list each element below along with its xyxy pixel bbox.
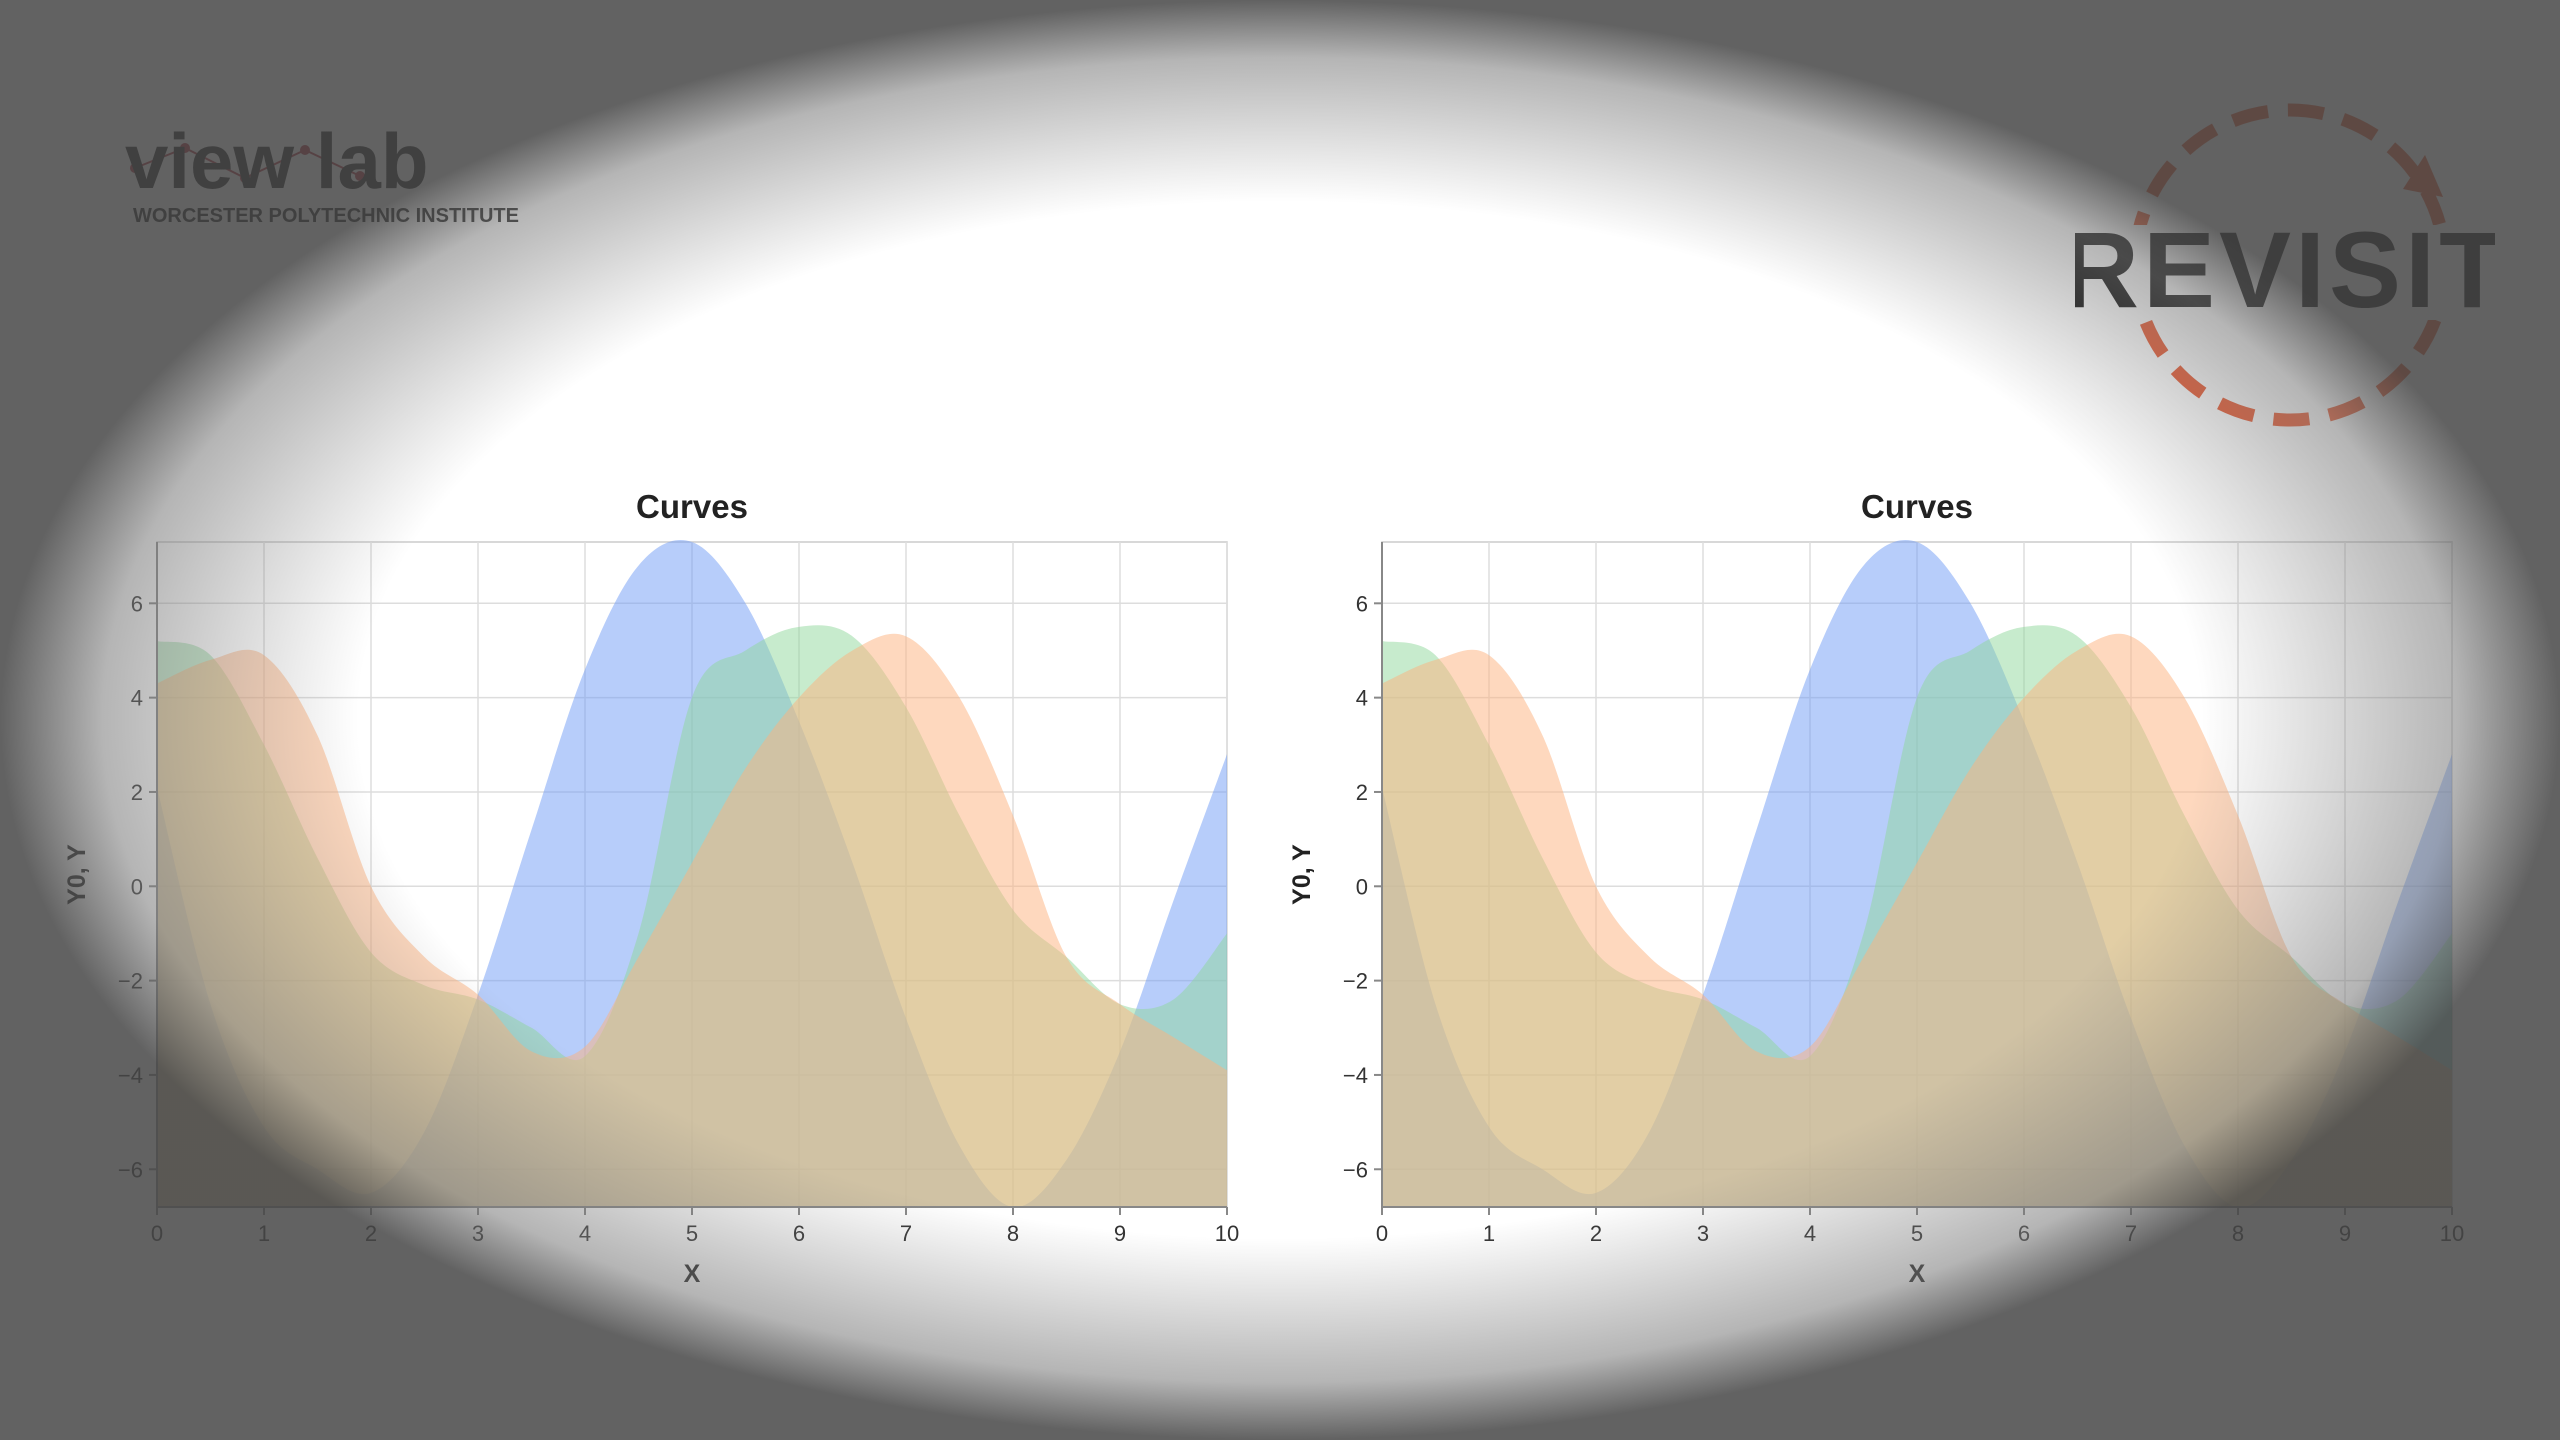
x-tick-label: 6 <box>2018 1221 2030 1246</box>
x-tick-label: 1 <box>1483 1221 1495 1246</box>
curves-chart-left-svg: Curves 0 1 2 3 4 5 6 7 8 9 10 −6 −4 −2 0 2 4 6 X Y0, Y <box>63 488 1239 1288</box>
view-lab-logo-subtitle: WORCESTER POLYTECHNIC INSTITUTE <box>133 205 519 227</box>
y-tick-label: 2 <box>131 780 143 805</box>
x-tick-label: 3 <box>472 1221 484 1246</box>
x-axis-title: X <box>1909 1260 1926 1288</box>
x-tick-label: 8 <box>2232 1221 2244 1246</box>
y-tick-label: −4 <box>118 1063 143 1088</box>
x-axis-title: X <box>684 1260 701 1288</box>
y-axis-title: Y0, Y <box>63 844 91 905</box>
x-tick-label: 10 <box>1215 1221 1239 1246</box>
view-lab-logo: view lab WORCESTER POLYTECHNIC INSTITUTE <box>125 118 545 238</box>
x-tick-label: 9 <box>2339 1221 2351 1246</box>
y-tick-label: 4 <box>1356 686 1368 711</box>
x-tick-label: 9 <box>1114 1221 1126 1246</box>
y-tick-label: −6 <box>118 1157 143 1182</box>
x-tick-label: 7 <box>900 1221 912 1246</box>
y-tick-label: −4 <box>1343 1063 1368 1088</box>
x-tick-label: 2 <box>365 1221 377 1246</box>
x-tick-label: 1 <box>258 1221 270 1246</box>
curves-chart-right-svg: Curves 0 1 2 3 4 5 6 7 8 9 10 −6 −4 −2 0 2 4 6 X Y0, Y <box>1288 488 2464 1288</box>
x-tick-label: 4 <box>579 1221 591 1246</box>
chart-title: Curves <box>1861 488 1973 525</box>
curves-chart-left: Curves 0 1 2 3 4 5 6 7 8 9 10 −6 −4 −2 0 2 4 6 X Y0, Y <box>60 470 1240 1320</box>
x-tick-label: 5 <box>1911 1221 1923 1246</box>
view-lab-logo-text: view lab <box>125 118 428 205</box>
x-tick-label: 0 <box>151 1221 163 1246</box>
x-tick-label: 0 <box>1376 1221 1388 1246</box>
y-tick-label: 0 <box>131 874 143 899</box>
chart-title: Curves <box>636 488 748 525</box>
y-tick-label: 2 <box>1356 780 1368 805</box>
x-tick-label: 5 <box>686 1221 698 1246</box>
y-tick-label: −2 <box>1343 969 1368 994</box>
y-tick-label: 6 <box>131 591 143 616</box>
y-tick-label: −2 <box>118 969 143 994</box>
y-tick-label: 6 <box>1356 591 1368 616</box>
y-tick-label: −6 <box>1343 1157 1368 1182</box>
y-tick-label: 0 <box>1356 874 1368 899</box>
x-tick-label: 8 <box>1007 1221 1019 1246</box>
x-tick-label: 10 <box>2440 1221 2464 1246</box>
revisit-logo-text: REVISIT <box>2075 209 2495 330</box>
y-tick-label: 4 <box>131 686 143 711</box>
x-tick-label: 2 <box>1590 1221 1602 1246</box>
x-tick-label: 7 <box>2125 1221 2137 1246</box>
x-tick-label: 6 <box>793 1221 805 1246</box>
curves-chart-right: Curves 0 1 2 3 4 5 6 7 8 9 10 −6 −4 −2 0 2 4 6 X Y0, Y <box>1285 470 2465 1320</box>
revisit-logo: REVISIT <box>2061 85 2505 455</box>
x-tick-label: 3 <box>1697 1221 1709 1246</box>
x-tick-label: 4 <box>1804 1221 1816 1246</box>
y-axis-title: Y0, Y <box>1288 844 1316 905</box>
